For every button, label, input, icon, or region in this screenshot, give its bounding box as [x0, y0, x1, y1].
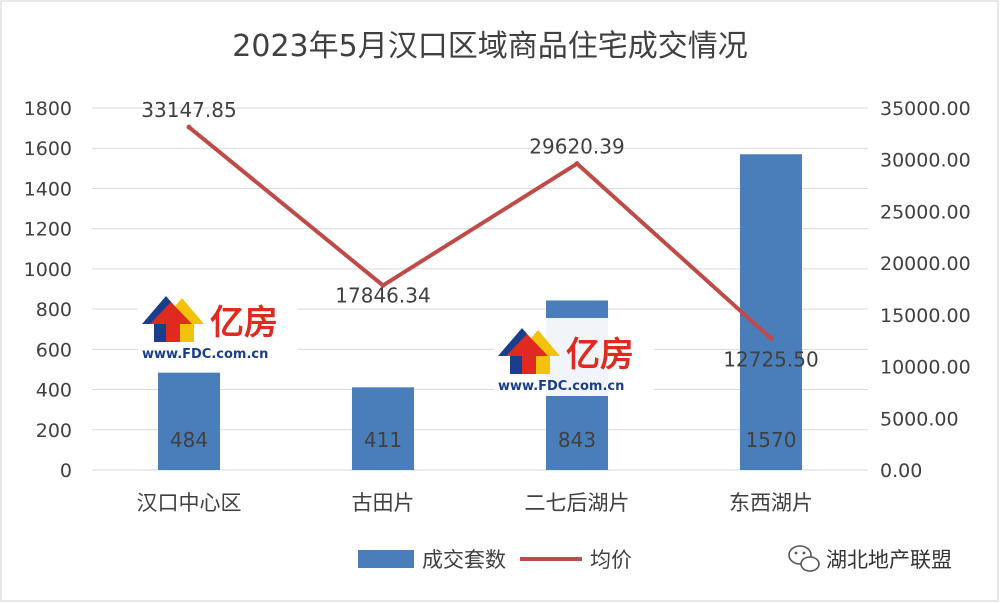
- y-left-tick-label: 0: [60, 460, 72, 482]
- fdc-logo-text: 亿房: [566, 335, 634, 375]
- line-point: [186, 124, 192, 130]
- bar: [740, 154, 802, 470]
- fdc-logo-url: www.FDC.com.cn: [142, 347, 268, 362]
- fdc-watermark-logo: [494, 318, 654, 396]
- y-right-tick-label: 10000.00: [880, 357, 971, 379]
- y-left-tick-label: 800: [36, 299, 72, 321]
- y-right-tick-label: 30000.00: [880, 150, 971, 172]
- line-point: [574, 161, 580, 167]
- y-left-tick-label: 1600: [24, 138, 72, 160]
- y-right-tick-label: 25000.00: [880, 201, 971, 223]
- bar-value-label: 484: [170, 428, 208, 452]
- fdc-logo-url: www.FDC.com.cn: [498, 379, 624, 394]
- y-right-tick-label: 20000.00: [880, 253, 971, 275]
- y-right-tick-label: 5000.00: [880, 408, 959, 430]
- bar: [352, 387, 414, 470]
- wechat-icon: [788, 545, 820, 572]
- y-right-tick-label: 0.00: [880, 460, 922, 482]
- y-left-tick-label: 400: [36, 380, 72, 402]
- y-right-tick-label: 35000.00: [880, 98, 971, 120]
- y-left-tick-label: 1400: [24, 178, 72, 200]
- legend-label-bars: 成交套数: [422, 548, 506, 572]
- x-tick-label: 汉口中心区: [137, 491, 242, 515]
- x-tick-label: 古田片: [352, 491, 415, 515]
- line-point: [380, 282, 386, 288]
- source-mark-text: 湖北地产联盟: [826, 548, 952, 572]
- legend-swatch-bars: [358, 550, 414, 568]
- y-left-tick-label: 200: [36, 420, 72, 442]
- line-value-label: 17846.34: [335, 283, 430, 307]
- y-left-tick-label: 1800: [24, 98, 72, 120]
- bar-value-label: 411: [364, 428, 402, 452]
- y-left-tick-label: 1200: [24, 219, 72, 241]
- bar: [158, 372, 220, 470]
- bar-value-label: 843: [558, 428, 596, 452]
- x-tick-label: 东西湖片: [729, 491, 813, 515]
- y-right-tick-label: 15000.00: [880, 305, 971, 327]
- line-series-avg-price: [187, 125, 773, 340]
- line-point: [768, 335, 774, 341]
- chart-title: 2023年5月汉口区域商品住宅成交情况: [232, 29, 747, 64]
- line-value-label: 29620.39: [529, 135, 624, 159]
- y-left-tick-label: 1000: [24, 259, 72, 281]
- fdc-logo-text: 亿房: [210, 303, 278, 343]
- x-tick-label: 二七后湖片: [525, 491, 630, 515]
- line-value-label: 33147.85: [141, 98, 236, 122]
- legend-label-line: 均价: [590, 548, 632, 572]
- y-left-tick-label: 600: [36, 339, 72, 361]
- fdc-watermark-logo: [138, 286, 298, 364]
- line-value-label: 12725.50: [723, 347, 818, 371]
- bar-value-label: 1570: [746, 428, 797, 452]
